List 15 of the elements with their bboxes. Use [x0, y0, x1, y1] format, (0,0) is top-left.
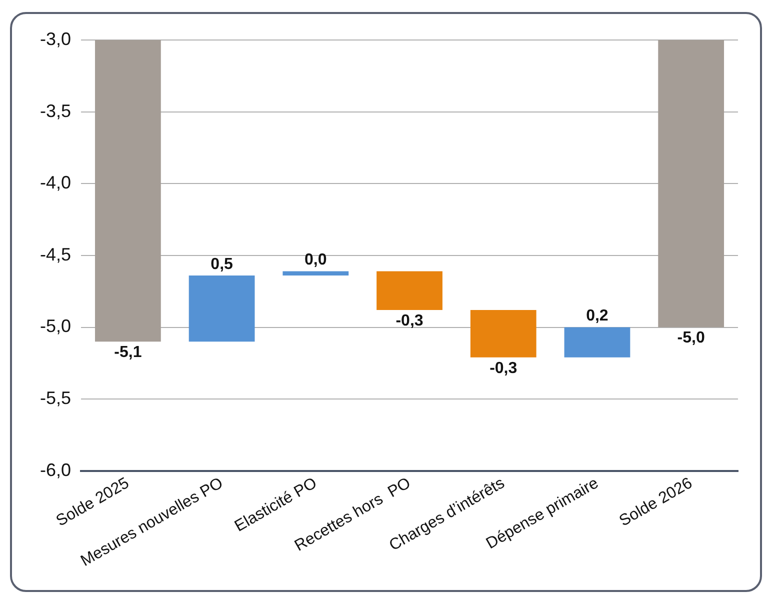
data-label: 0,0	[304, 252, 327, 269]
y-tick-label: -5,0	[40, 316, 72, 336]
data-label: -5,1	[114, 344, 142, 362]
y-tick-label: -4,0	[40, 172, 72, 193]
data-label: -5,0	[677, 330, 705, 347]
data-label: -0,3	[396, 312, 424, 330]
x-tick-label: Solde 2026	[616, 474, 696, 530]
data-label: 0,2	[586, 308, 608, 325]
data-label: -0,3	[490, 360, 518, 377]
y-tick-label: -4,5	[40, 244, 72, 264]
y-tick-label: -5,5	[40, 388, 72, 408]
y-tick-label: -3,5	[40, 100, 72, 121]
y-tick-label: -3,0	[40, 28, 72, 49]
y-tick-label: -6,0	[40, 460, 72, 480]
data-label: 0,5	[210, 256, 234, 273]
